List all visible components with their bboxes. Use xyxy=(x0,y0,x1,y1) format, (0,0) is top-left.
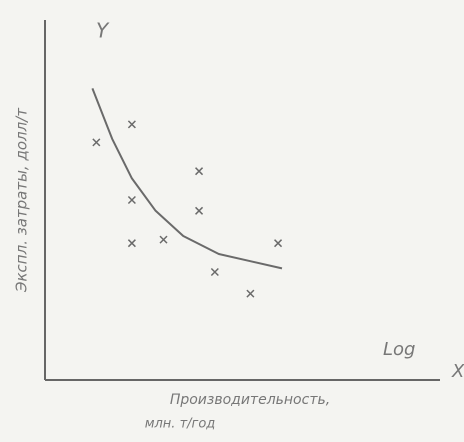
scatter-point xyxy=(195,206,204,215)
scatter-point xyxy=(195,167,204,176)
scatter-point xyxy=(210,267,219,277)
scatter-point xyxy=(127,195,136,205)
trend-curve xyxy=(91,88,283,270)
scale-note: Log xyxy=(383,339,415,360)
scatter-point xyxy=(274,239,283,248)
x-axis-letter: X xyxy=(451,361,464,382)
scatter-point xyxy=(92,138,101,147)
scatter-point xyxy=(127,239,136,248)
y-axis-label: Экспл. затраты, долл/т xyxy=(13,107,31,293)
scatter-point xyxy=(127,120,136,129)
y-axis-letter: Y xyxy=(96,19,110,43)
x-axis-label: млн. т/год xyxy=(145,417,216,432)
x-axis-label: Производительность, xyxy=(170,392,330,408)
scatter-point xyxy=(246,289,255,298)
scatter-point xyxy=(159,235,168,244)
